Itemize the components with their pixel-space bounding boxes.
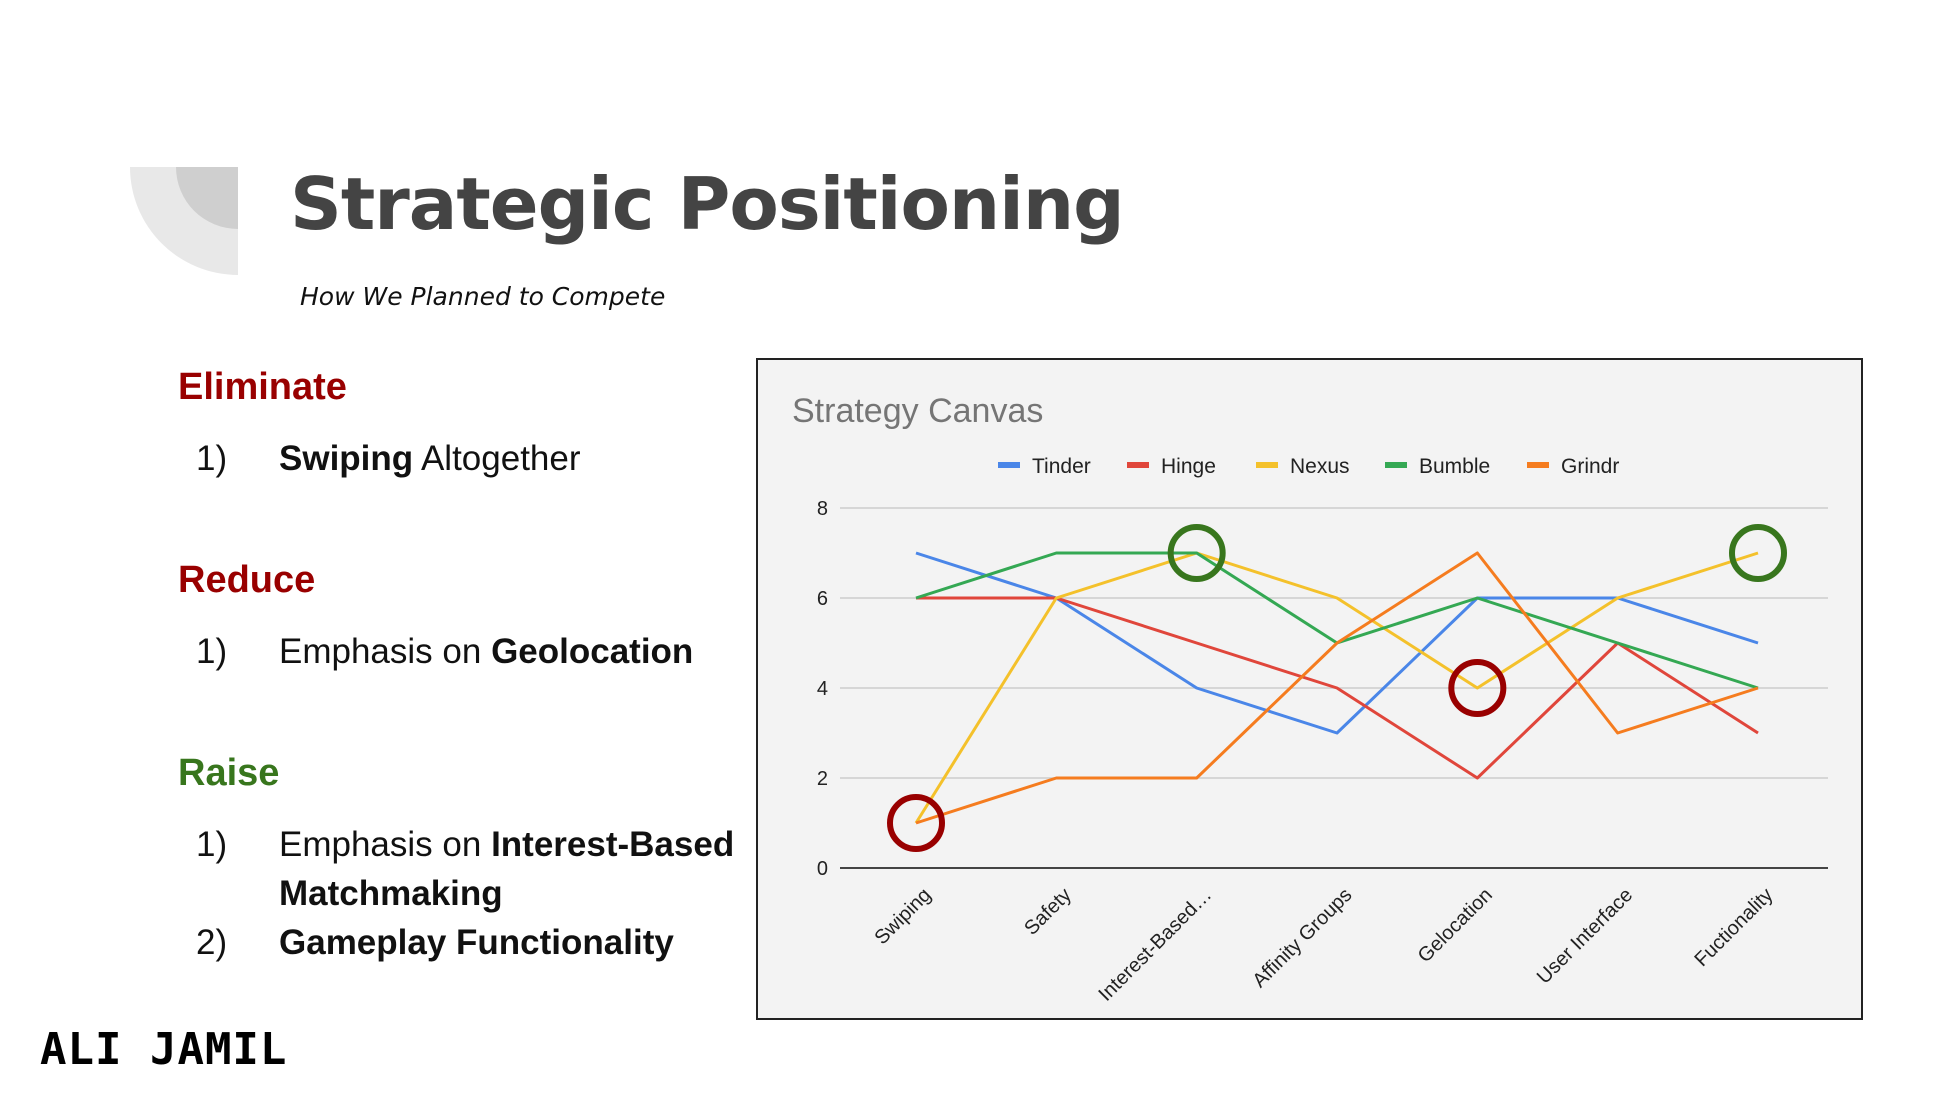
list-item: 1) Swiping Altogether: [178, 434, 738, 483]
list-item: 1) Emphasis on Interest-Based Matchmaking: [178, 820, 738, 918]
strategy-canvas-chart: Strategy Canvas Tinder Hinge Nexus Bumble Gri…: [756, 358, 1863, 1020]
section-heading: Raise: [178, 752, 280, 794]
list-text: Emphasis on Interest-Based Matchmaking: [279, 825, 735, 913]
list-item: 2) Gameplay Functionality: [178, 918, 738, 967]
x-tick-label: Swiping: [870, 884, 935, 949]
legend-swatch: [1127, 462, 1149, 468]
highlight-circle: [1729, 524, 1787, 582]
highlight-circle: [887, 794, 945, 852]
legend-label: Nexus: [1290, 455, 1350, 478]
list-number: 1): [196, 825, 228, 864]
page-subtitle: How We Planned to Compete: [300, 282, 666, 311]
x-tick-label: Safety: [1020, 884, 1076, 940]
y-tick-label: 8: [817, 498, 828, 520]
author-logo: ALI JAMIL: [40, 1024, 288, 1075]
section-heading: Reduce: [178, 559, 316, 601]
y-tick-label: 4: [817, 678, 828, 700]
section-heading: Eliminate: [178, 366, 347, 408]
list-item: 1) Emphasis on Geolocation: [178, 627, 738, 676]
legend-label: Grindr: [1561, 455, 1619, 478]
series-line-grindr: [915, 551, 1759, 825]
y-tick-label: 6: [817, 588, 828, 610]
list-text: Gameplay Functionality: [279, 923, 674, 962]
x-tick-label: Interest-Based…: [1095, 884, 1217, 1006]
legend-swatch: [1256, 462, 1278, 468]
y-tick-label: 0: [817, 858, 828, 880]
list-number: 2): [196, 923, 228, 962]
x-tick-label: Gelocation: [1414, 884, 1497, 967]
chart-svg: Strategy Canvas Tinder Hinge Nexus Bumble Gri…: [792, 392, 1828, 1006]
x-tick-label: Fuctionality: [1690, 884, 1777, 971]
highlight-circle: [1167, 524, 1226, 582]
list-text: Swiping Altogether: [279, 439, 581, 478]
section-raise: Raise 1) Emphasis on Interest-Based Matchm…: [178, 754, 738, 967]
x-tick-label: Affinity Groups: [1248, 884, 1356, 992]
section-eliminate: Eliminate 1) Swiping Altogether: [178, 368, 738, 483]
series-line-nexus: [914, 551, 1759, 824]
chart-title: Strategy Canvas: [792, 392, 1043, 430]
list-text: Emphasis on Geolocation: [279, 632, 694, 671]
page-title: Strategic Positioning: [290, 162, 1125, 246]
corner-decoration: [130, 167, 238, 275]
section-reduce: Reduce 1) Emphasis on Geolocation: [178, 561, 738, 676]
y-tick-label: 2: [817, 768, 828, 790]
legend-swatch: [998, 462, 1020, 468]
list-number: 1): [196, 632, 228, 671]
list-number: 1): [196, 439, 228, 478]
x-tick-label: User Interface: [1533, 884, 1637, 988]
highlight-circle: [1448, 659, 1507, 717]
legend-label: Hinge: [1161, 455, 1216, 478]
legend-swatch: [1385, 462, 1407, 468]
legend-label: Tinder: [1032, 455, 1091, 478]
legend-label: Bumble: [1419, 455, 1490, 478]
legend-swatch: [1527, 462, 1549, 468]
